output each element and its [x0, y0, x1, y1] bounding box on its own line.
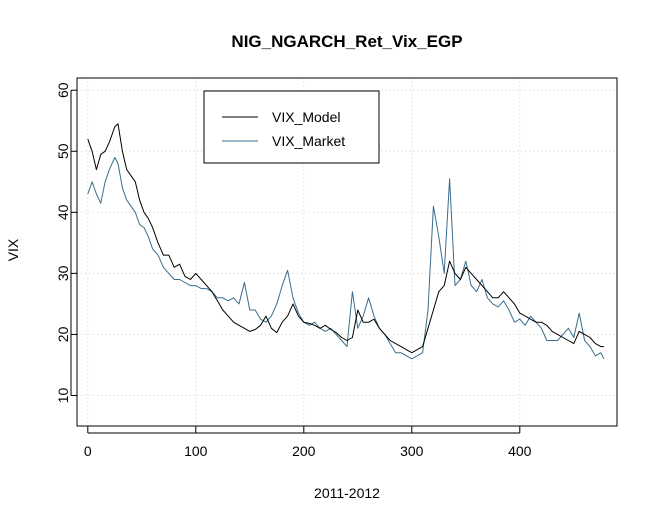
y-tick-label: 60: [55, 82, 71, 98]
y-tick-label: 30: [55, 265, 71, 281]
legend-label-vix-market: VIX_Market: [272, 133, 345, 149]
legend-box: [203, 90, 380, 164]
y-axis-label: VIX: [5, 238, 21, 261]
x-tick-label: 100: [184, 443, 208, 459]
x-axis-label: 2011-2012: [314, 485, 380, 501]
y-tick-label: 10: [55, 387, 71, 403]
x-tick-label: 200: [292, 443, 316, 459]
x-tick-label: 300: [400, 443, 424, 459]
x-axis: 0 100 200 300 400: [84, 426, 532, 459]
series-lines: [87, 123, 605, 360]
legend-label-vix-model: VIX_Model: [272, 109, 340, 125]
x-tick-label: 0: [84, 443, 92, 459]
y-axis: 10 20 30 40 50 60: [55, 82, 77, 403]
y-tick-label: 20: [55, 326, 71, 342]
x-tick-label: 400: [508, 443, 532, 459]
series-line-vix-market: [87, 156, 605, 360]
y-tick-label: 40: [55, 204, 71, 220]
legend: VIX_Model VIX_Market: [203, 90, 380, 164]
chart-title: NIG_NGARCH_Ret_Vix_EGP: [231, 32, 462, 51]
y-tick-label: 50: [55, 143, 71, 159]
plot-frame: [76, 77, 618, 427]
series-line-vix-model: [87, 123, 604, 354]
